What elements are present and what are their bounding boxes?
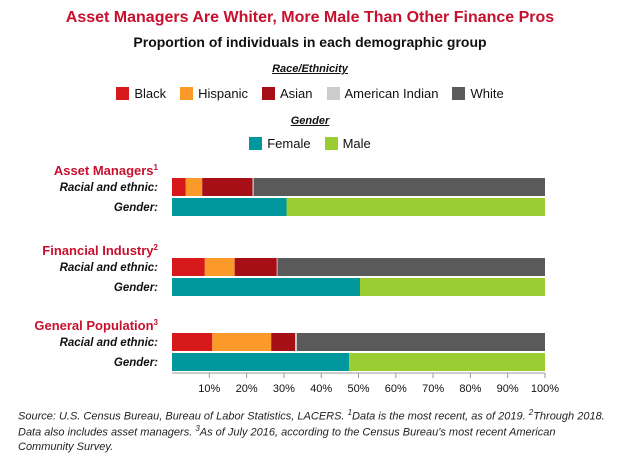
gender-row-label: Gender: — [114, 202, 158, 214]
race-bar-segment — [234, 258, 277, 276]
race-legend-item: Asian — [261, 86, 313, 101]
race-row-label: Racial and ethnic: — [60, 262, 159, 274]
x-tick-label: 10% — [198, 383, 220, 395]
legend-swatch — [452, 87, 466, 100]
race-row-label: Racial and ethnic: — [60, 182, 159, 194]
gender-legend-item: Female — [249, 136, 311, 151]
gender-bar-segment — [286, 198, 545, 216]
gender-legend: Female Male — [0, 136, 620, 151]
legend-label: White — [470, 86, 504, 101]
x-tick-label: 20% — [236, 383, 258, 395]
race-legend-item: American Indian — [326, 86, 439, 101]
legend-swatch — [116, 87, 130, 100]
gender-legend-item: Male — [324, 136, 371, 151]
race-bar-segment — [172, 333, 213, 351]
race-legend-item: Black — [116, 86, 166, 101]
x-tick-label: 40% — [310, 383, 332, 395]
chart-title: Asset Managers Are Whiter, More Male Tha… — [65, 9, 555, 26]
x-tick-label: 60% — [385, 383, 407, 395]
race-legend: Black Hispanic Asian American Indian White — [0, 86, 620, 101]
x-tick-label: 30% — [273, 383, 295, 395]
race-bar-segment — [202, 178, 253, 196]
x-tick-label: 50% — [347, 383, 369, 395]
legend-label: Hispanic — [198, 86, 248, 101]
source-note: Source: U.S. Census Bureau, Bureau of La… — [18, 408, 605, 453]
gender-bar-segment — [172, 198, 287, 216]
legend-swatch — [261, 87, 275, 100]
gender-bar-segment — [172, 278, 360, 296]
race-bar-segment — [276, 258, 278, 276]
x-tick-label: 90% — [497, 383, 519, 395]
x-tick-label: 80% — [459, 383, 481, 395]
gender-row-label: Gender: — [114, 282, 158, 294]
legend-label: American Indian — [344, 86, 439, 101]
race-legend-item: White — [452, 86, 504, 101]
race-bar-segment — [295, 333, 297, 351]
legend-label: Asian — [279, 86, 313, 101]
gender-bar-segment — [359, 278, 545, 296]
legend-label: Male — [342, 136, 371, 151]
x-tick-label: 70% — [422, 383, 444, 395]
legend-swatch — [326, 87, 340, 100]
race-row-label: Racial and ethnic: — [60, 337, 159, 349]
race-bar-segment — [296, 333, 545, 351]
stacked-bar-chart: Asset Managers1 Racial and ethnic: Gender:… — [34, 163, 559, 395]
gender-row-label: Gender: — [114, 357, 158, 369]
race-legend-item: Hispanic — [180, 86, 248, 101]
legend-label: Black — [134, 86, 167, 101]
legend-swatch — [180, 87, 194, 100]
gender-legend-title: Gender — [290, 115, 330, 127]
group-title: General Population3 — [34, 318, 158, 333]
race-legend-title: Race/Ethnicity — [272, 63, 348, 75]
x-tick-label: 100% — [531, 383, 559, 395]
group-title: Financial Industry2 — [42, 243, 158, 258]
gender-bar-segment — [172, 353, 350, 371]
legend-swatch — [249, 137, 263, 150]
race-bar-segment — [212, 333, 272, 351]
race-bar-segment — [252, 178, 254, 196]
race-bar-segment — [185, 178, 203, 196]
race-bar-segment — [204, 258, 235, 276]
chart-subtitle: Proportion of individuals in each demogr… — [133, 34, 487, 50]
race-bar-segment — [253, 178, 545, 196]
race-bar-segment — [277, 258, 545, 276]
race-bar-segment — [172, 178, 186, 196]
race-bar-segment — [271, 333, 296, 351]
legend-swatch — [324, 137, 338, 150]
group-title: Asset Managers1 — [54, 163, 159, 178]
race-bar-segment — [172, 258, 205, 276]
legend-label: Female — [267, 136, 311, 151]
gender-bar-segment — [349, 353, 545, 371]
